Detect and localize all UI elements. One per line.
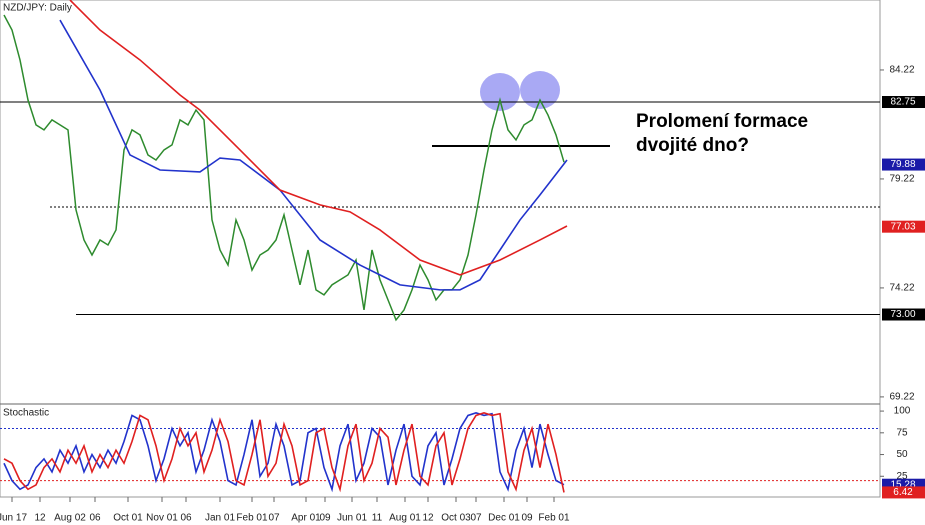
x-tick-label: 07 [470,513,482,524]
x-tick-label: Dec 01 [488,513,520,524]
x-tick-label: 07 [268,513,280,524]
x-tick-label: 06 [180,513,192,524]
x-tick-label: 06 [89,513,101,524]
y-tick-label: 50 [896,449,908,460]
annotation: dvojité dno? [636,135,749,156]
y-tick-label: 79.22 [889,174,914,185]
price-tag-label: 6.42 [893,487,913,498]
price-tag-label: 82.75 [890,97,915,108]
series-line [59,19,568,291]
y-tick-label: 75 [896,427,908,438]
price-tag [882,158,925,171]
price-tag-label: 15.28 [890,479,915,490]
x-tick-label: 12 [34,513,46,524]
top-highlight [520,71,560,109]
pane-title: Stochastic [3,408,49,419]
title-bg [1,1,61,15]
price-tag [882,486,925,499]
y-tick-label: 25 [896,471,908,482]
x-tick-label: 12 [422,513,434,524]
series-line [3,411,565,493]
price-tag [882,96,925,109]
x-tick-label: Jun 17 [0,513,27,524]
x-tick-label: Feb 01 [538,513,570,524]
x-tick-label: Aug 02 [54,513,86,524]
chart-title: NZD/JPY: Daily [3,3,72,14]
plot-frame [0,0,881,498]
y-tick-label: 74.22 [889,283,914,294]
x-tick-label: 11 [372,513,383,524]
x-tick-label: 09 [319,513,331,524]
x-tick-label: Jun 01 [337,513,367,524]
price-tag [882,308,925,321]
price-tag [882,220,925,233]
annotation: Prolomení formace [636,111,808,132]
x-tick-label: Oct 01 [113,513,143,524]
y-tick-label: 100 [894,406,911,417]
series-line [3,14,565,322]
y-tick-label: 69.22 [889,392,914,403]
series-line [69,0,568,276]
x-tick-label: Apr 01 [291,513,321,524]
x-tick-label: Jan 01 [205,513,235,524]
x-tick-label: Oct 03 [441,513,471,524]
x-tick-label: Nov 01 [146,513,178,524]
y-tick-label: 84.22 [889,65,914,76]
price-tag-label: 77.03 [890,221,915,232]
series-line [3,411,565,493]
top-highlight [480,73,520,111]
title-bg [1,406,43,419]
x-tick-label: Aug 01 [389,513,421,524]
x-tick-label: Feb 01 [236,513,268,524]
price-tag-label: 79.88 [890,159,915,170]
x-tick-label: 09 [521,513,533,524]
price-tag-label: 73.00 [890,309,915,320]
